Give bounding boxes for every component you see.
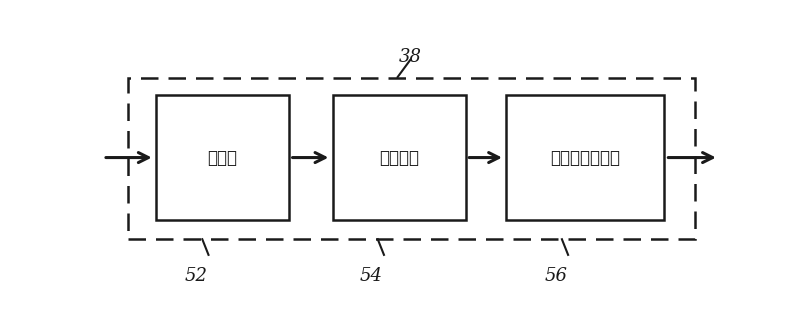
Text: 54: 54 xyxy=(360,267,383,285)
Text: 调制器: 调制器 xyxy=(207,149,238,167)
Text: 功率放大器系统: 功率放大器系统 xyxy=(550,149,620,167)
Text: 上变频器: 上变频器 xyxy=(379,149,419,167)
Text: 52: 52 xyxy=(185,267,208,285)
Text: 38: 38 xyxy=(398,48,422,66)
Bar xyxy=(506,95,664,220)
Bar xyxy=(156,95,289,220)
Text: 56: 56 xyxy=(544,267,567,285)
Bar xyxy=(333,95,466,220)
Bar xyxy=(128,78,695,239)
